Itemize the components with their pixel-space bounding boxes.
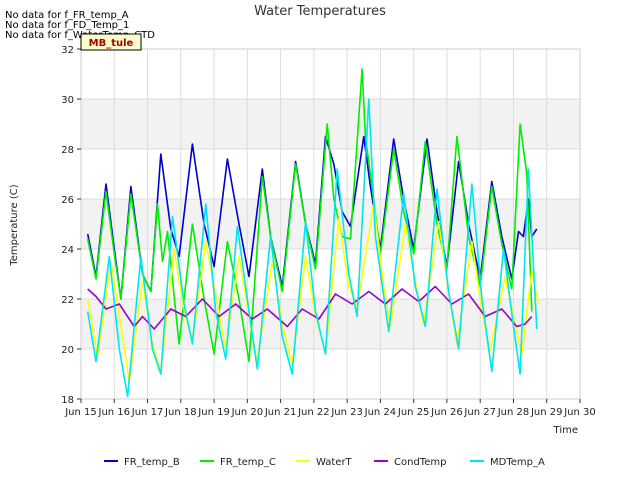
legend: FR_temp_B FR_temp_C WaterT CondTemp MDTemp_A xyxy=(104,457,545,468)
y-tick-label-6: 30 xyxy=(61,95,74,106)
x-tick-label-4: Jun 19 xyxy=(197,407,230,418)
x-tick-label-12: Jun 27 xyxy=(463,407,496,418)
x-tick-label-7: Jun 22 xyxy=(297,407,330,418)
plot-frame xyxy=(80,48,581,400)
y-tick-label-7: 32 xyxy=(61,45,74,56)
x-tick-label-13: Jun 28 xyxy=(497,407,530,418)
y-tick-label-4: 26 xyxy=(61,195,74,206)
y-tick-label-0: 18 xyxy=(61,395,74,406)
y-tick-label-5: 28 xyxy=(61,145,74,156)
site-label-box xyxy=(80,33,142,51)
legend-label-4: MDTemp_A xyxy=(490,457,545,468)
x-tick-label-15: Jun 30 xyxy=(563,407,596,418)
series-line-condtemp xyxy=(87,285,533,330)
x-tick-label-11: Jun 26 xyxy=(430,407,463,418)
legend-label-2: WaterT xyxy=(316,457,353,468)
y-tick-label-2: 22 xyxy=(61,295,74,306)
legend-label-1: FR_temp_C xyxy=(220,457,276,468)
x-tick-label-1: Jun 16 xyxy=(98,407,131,418)
x-tick-label-5: Jun 20 xyxy=(231,407,264,418)
x-tick-label-3: Jun 18 xyxy=(164,407,197,418)
no-data-note-3: No data for f_WaterTemp_CTD xyxy=(5,30,155,41)
legend-label-3: CondTemp xyxy=(394,457,446,468)
x-tick-label-10: Jun 25 xyxy=(397,407,430,418)
x-tick-label-9: Jun 24 xyxy=(364,407,397,418)
x-tick-label-2: Jun 17 xyxy=(131,407,164,418)
no-data-note-2: No data for f_FD_Temp_1 xyxy=(5,20,129,31)
series-line-mdtemp-a xyxy=(86,98,538,398)
y-axis-label: Temperature (C) xyxy=(9,184,20,266)
shaded-band-2 xyxy=(81,99,580,149)
no-data-note-1: No data for f_FR_temp_A xyxy=(5,10,129,21)
series-line-fr-temp-c xyxy=(86,68,533,363)
chart-title: Water Temperatures xyxy=(254,4,386,19)
x-tick-label-6: Jun 21 xyxy=(264,407,297,418)
x-axis-label: Time xyxy=(553,425,578,436)
legend-label-0: FR_temp_B xyxy=(124,457,180,468)
x-tick-label-8: Jun 23 xyxy=(330,407,363,418)
site-label: MB_tule xyxy=(89,38,134,49)
y-tick-label-3: 24 xyxy=(61,245,74,256)
y-tick-label-1: 20 xyxy=(61,345,74,356)
x-tick-label-0: Jun 15 xyxy=(64,407,97,418)
x-tick-label-14: Jun 29 xyxy=(530,407,563,418)
